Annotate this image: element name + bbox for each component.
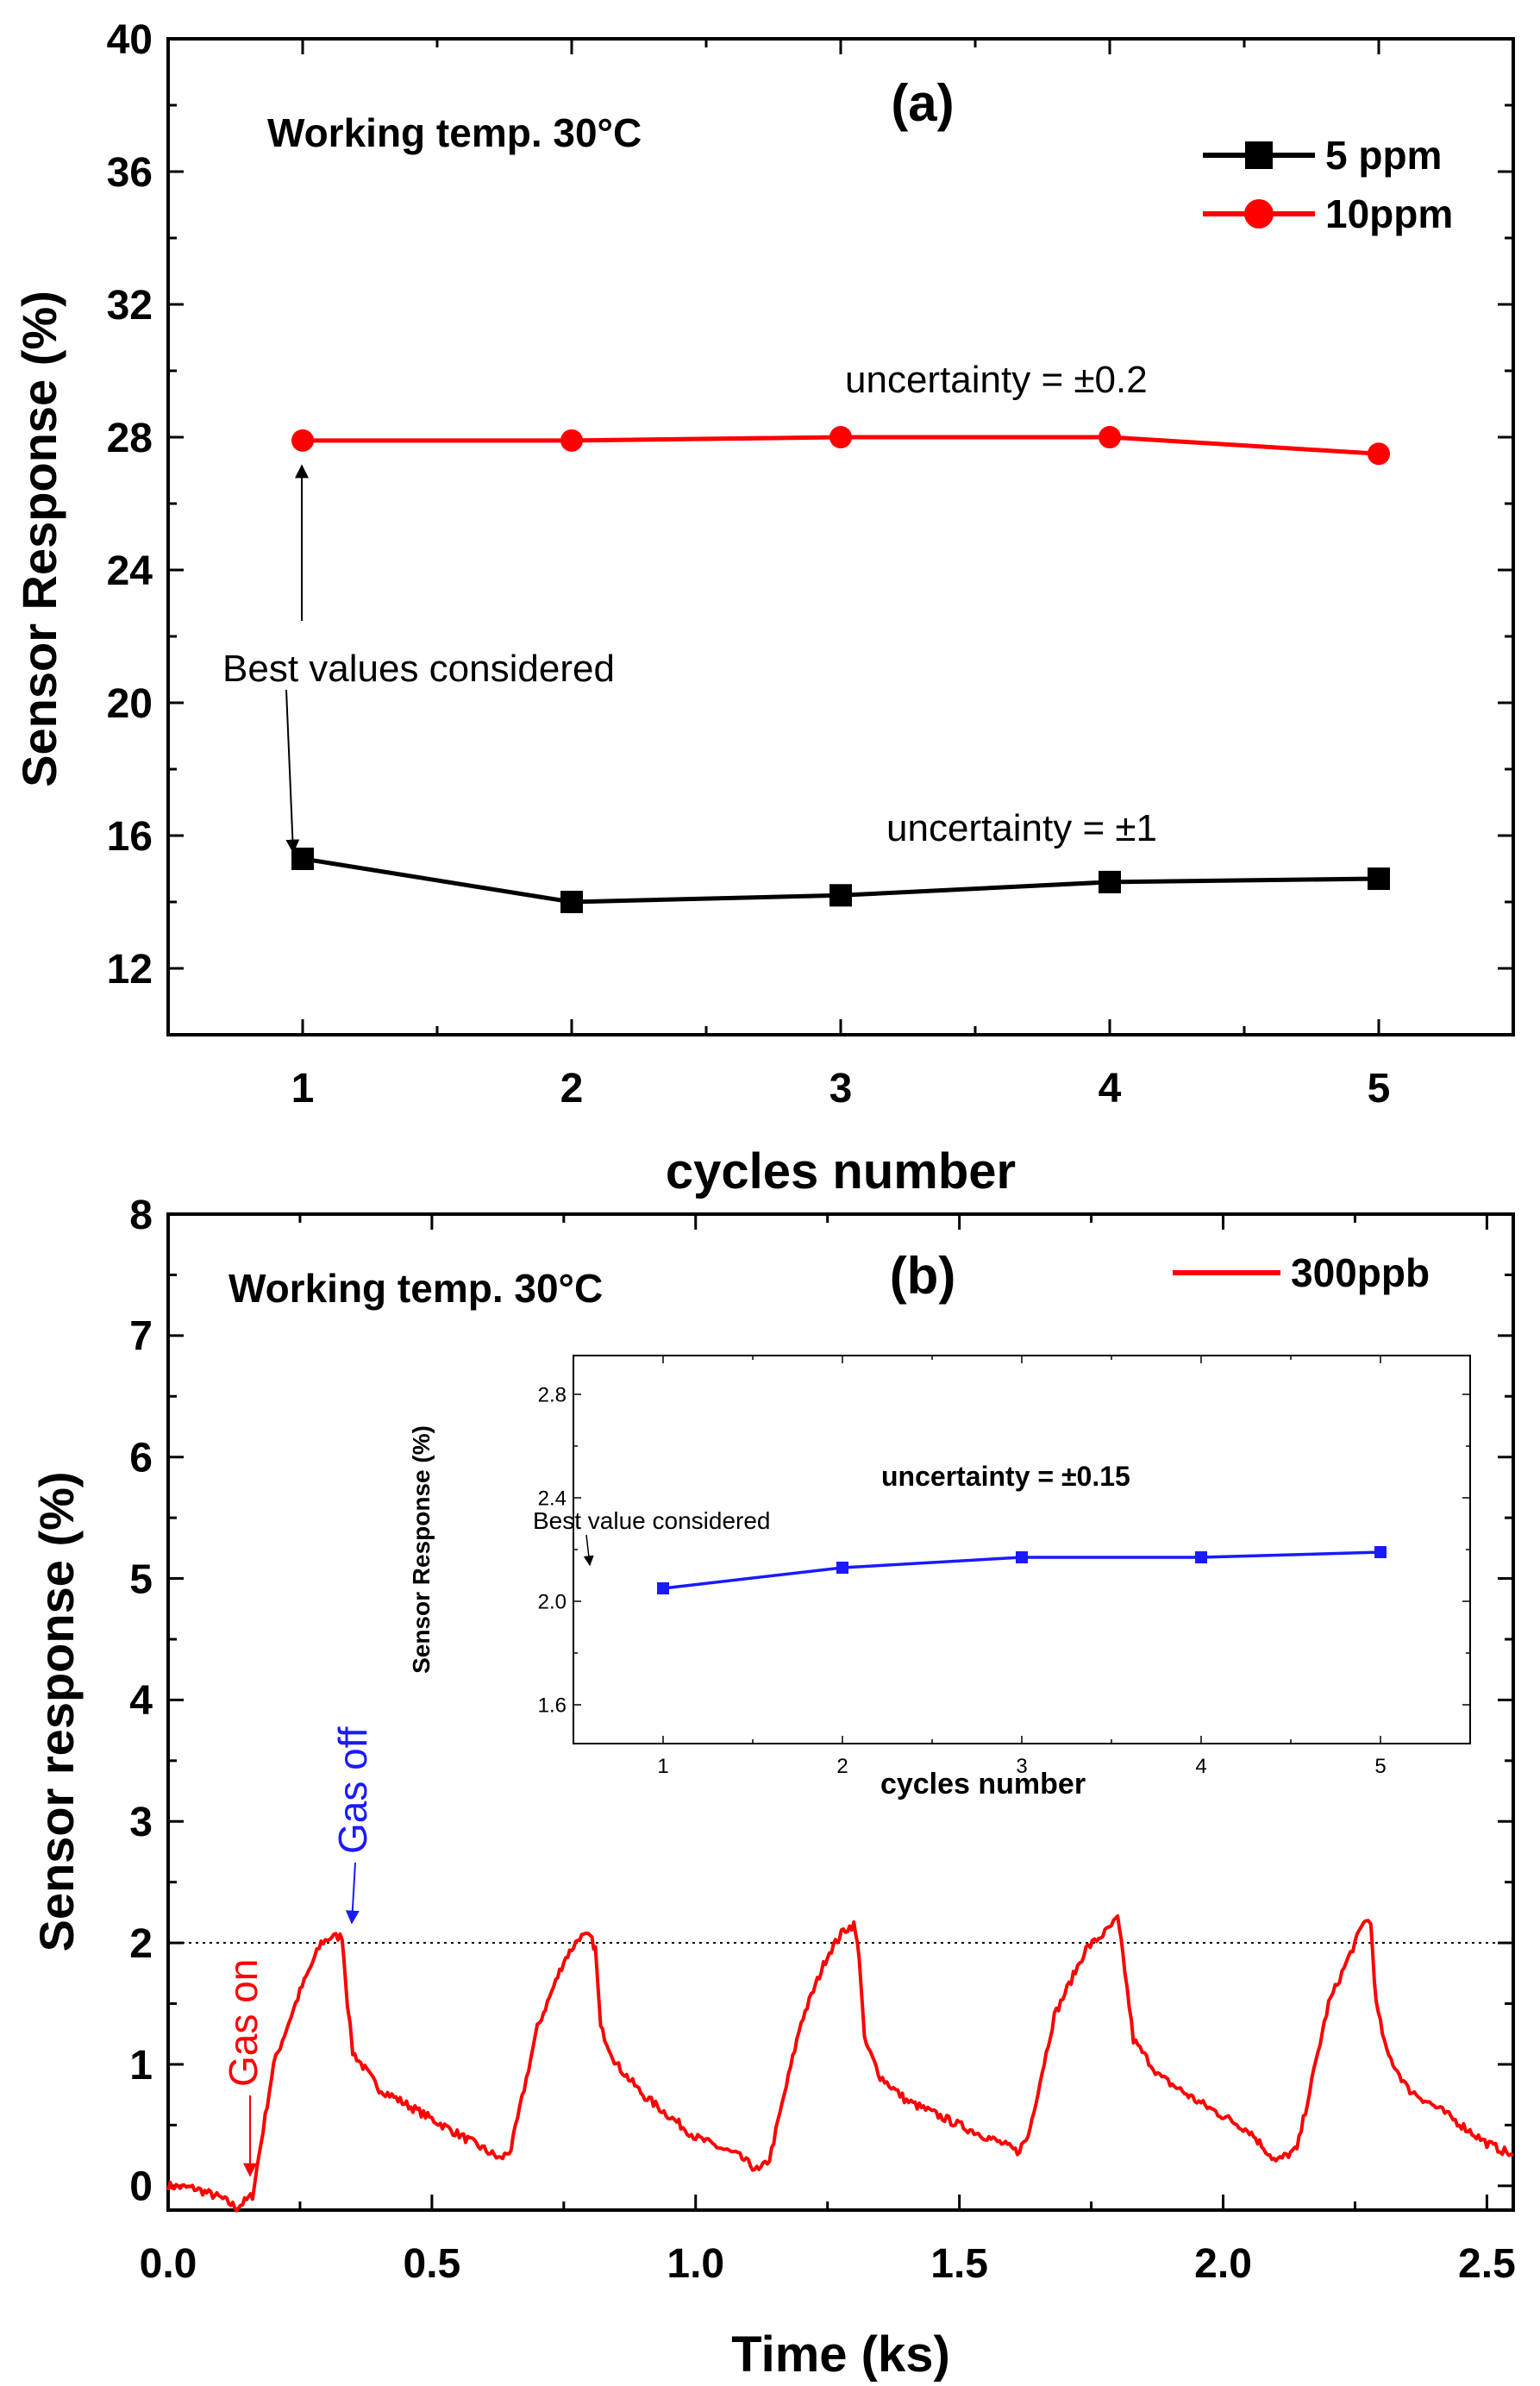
panel-a-ytick-label: 32 [107,283,153,329]
panel-b-xtick-label: 1.5 [930,2241,988,2287]
inset-background [573,1356,1470,1744]
panel-b-xtick-label: 2.0 [1194,2241,1252,2287]
panel-a-uncertainty-5ppm: uncertainty = ±1 [886,807,1157,849]
panel-a-ytick-label: 28 [107,416,153,461]
inset-xtick-label: 2 [836,1755,848,1778]
panel-a-xtick-label: 4 [1099,1066,1122,1112]
panel-b-label: (b) [890,1247,956,1305]
series-10ppm-point [1099,426,1121,448]
panel-a-best-values: Best values considered [222,648,615,690]
series-5ppm-point [829,884,852,907]
panel-b-xtick-label: 0.5 [404,2241,461,2287]
inset-xlabel: cycles number [880,1768,1086,1800]
inset-ytick-label: 2.0 [538,1590,567,1613]
panel-a-uncertainty-10ppm: uncertainty = ±0.2 [845,359,1148,401]
panel-b-ylabel: Sensor response (%) [29,1471,84,1951]
panel-b-ytick-label: 6 [129,1436,153,1481]
panel-b-ytick-label: 0 [129,2164,153,2210]
inset-series-300ppb [657,1546,1387,1594]
panel-b-xtick-label: 1.0 [667,2241,724,2287]
panel-b: 0 1 2 3 4 5 6 7 8 0.0 0.5 1.0 1.5 2.0 2.5 Sensor resp… [29,1193,1516,2383]
panel-b-legend: 300ppb [1173,1250,1430,1295]
series-10ppm-point [291,429,314,452]
inset-ylabel: Sensor Response (%) [408,1425,435,1674]
panel-b-temp-annotation: Working temp. 30°C [228,1266,603,1311]
inset-series-300ppb-point [657,1582,669,1594]
panel-b-xlabel: Time (ks) [731,2327,950,2383]
panel-b-ytick-label: 8 [129,1193,153,1238]
panel-b-ytick-label: 5 [129,1556,153,1602]
panel-b-xtick-label: 2.5 [1458,2241,1516,2287]
panel-a-ytick-label: 36 [107,150,153,196]
series-10ppm-point [560,429,583,452]
series-300ppb-line [166,1913,1514,2213]
inset-xticklabels: 1 2 3 4 5 [657,1755,1386,1778]
panel-b-ytick-label: 7 [129,1314,153,1360]
panel-b-gas-off-label: Gas off [330,1726,375,1854]
panel-a-xtick-label: 5 [1368,1066,1391,1112]
panel-a-series-10ppm [291,426,1390,466]
panel-a-xtick-label: 2 [560,1066,584,1112]
panel-b-inset: 1.6 2.0 2.4 2.8 1 2 3 4 5 Sensor Response (%) c… [408,1355,1471,1800]
series-5ppm-point [291,847,314,870]
legend-label-10ppm: 10ppm [1325,191,1453,236]
inset-series-300ppb-point [1195,1551,1207,1563]
inset-series-300ppb-point [836,1562,848,1574]
legend-marker-10ppm [1244,199,1274,229]
panel-a-plot-frame [166,37,1515,1036]
panel-a-legend: 5 ppm 10ppm [1203,133,1453,236]
panel-b-ytick-label: 4 [129,1678,153,1724]
panel-b-ytick-label: 2 [129,1921,153,1967]
panel-b-ytick-label: 3 [129,1800,153,1845]
panel-a-series-5ppm [291,847,1390,913]
panel-a-yticklabels: 12 16 20 24 28 32 36 40 [107,17,153,993]
series-5ppm-point [560,891,583,913]
panel-a-label: (a) [891,74,954,132]
inset-yticklabels: 1.6 2.0 2.4 2.8 [538,1383,567,1717]
inset-ytick-label: 2.4 [538,1487,567,1510]
panel-b-plot-frame [166,1212,1515,2212]
legend-marker-5ppm [1245,141,1273,169]
panel-b-xtick-label: 0.0 [140,2241,197,2287]
panel-a-ytick-label: 40 [107,17,153,63]
inset-best-value-arrow [583,1534,594,1567]
panel-a-ytick-label: 24 [107,548,153,594]
inset-ytick-label: 2.8 [538,1383,567,1406]
inset-series-300ppb-point [1016,1551,1028,1563]
panel-b-series-300ppb [166,1913,1514,2213]
panel-a-ylabel: Sensor Response (%) [12,291,66,787]
series-10ppm-point [1368,442,1390,466]
legend-label-5ppm: 5 ppm [1325,133,1442,178]
inset-series-300ppb-point [1374,1546,1387,1558]
inset-best-value: Best value considered [533,1507,771,1534]
panel-a-xtick-label: 3 [829,1066,853,1112]
inset-xtick-label: 1 [657,1755,668,1778]
legend-label-300ppb: 300ppb [1291,1250,1430,1295]
inset-xtick-label: 5 [1374,1755,1386,1778]
panel-a-ytick-label: 12 [107,947,153,993]
panel-b-gas-on-label: Gas on [221,1959,266,2087]
inset-uncertainty: uncertainty = ±0.15 [881,1461,1130,1492]
panel-b-xticklabels: 0.0 0.5 1.0 1.5 2.0 2.5 [140,2241,1516,2287]
panel-a-ytick-label: 16 [107,814,153,860]
panel-a-xtick-label: 1 [291,1066,315,1112]
inset-xtick-label: 3 [1016,1755,1027,1778]
panel-a-xticklabels: 1 2 3 4 5 [291,1066,1391,1112]
inset-ytick-label: 1.6 [538,1694,567,1717]
panel-a-temp-annotation: Working temp. 30°C [267,110,642,155]
panel-a-xlabel: cycles number [666,1143,1016,1199]
inset-xtick-label: 4 [1195,1755,1206,1778]
panel-a-ytick-label: 20 [107,681,153,727]
series-5ppm-point [1368,867,1390,891]
panel-b-yticklabels: 0 1 2 3 4 5 6 7 8 [129,1193,153,2210]
series-10ppm-point [829,426,852,448]
inset-plot-frame [573,1355,1471,1744]
panel-a-best-values-arrow-down [285,689,300,854]
panel-b-gas-off-arrow [345,1862,360,1925]
series-5ppm-point [1099,870,1121,893]
panel-b-ytick-label: 1 [129,2043,153,2089]
